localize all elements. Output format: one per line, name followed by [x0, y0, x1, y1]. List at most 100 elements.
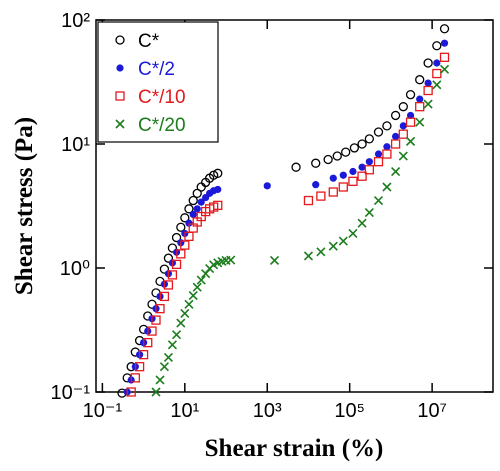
point: [176, 318, 186, 328]
point: [398, 129, 408, 139]
point: [188, 290, 198, 301]
point: [184, 299, 194, 309]
x-tick-label: 10⁷: [417, 400, 446, 422]
point: [357, 218, 367, 228]
point: [357, 139, 367, 149]
point: [338, 182, 348, 192]
point: [167, 270, 178, 280]
point: [391, 166, 401, 177]
y-tick-label: 10⁰: [60, 258, 90, 280]
point: [390, 139, 401, 149]
point: [424, 79, 432, 87]
point: [291, 162, 301, 172]
point: [126, 387, 136, 397]
x-tick-label: 10¹: [170, 400, 199, 422]
point: [398, 151, 408, 161]
point: [440, 39, 449, 47]
point: [213, 200, 223, 211]
point: [349, 167, 357, 176]
point: [214, 185, 222, 194]
point: [329, 174, 337, 182]
point: [373, 127, 384, 137]
point: [155, 304, 165, 314]
point: [405, 90, 416, 100]
point: [399, 122, 407, 130]
legend-label: C*/20: [138, 115, 186, 136]
x-tick-label: 10⁻¹: [83, 400, 123, 422]
point: [226, 255, 236, 265]
point: [151, 315, 161, 325]
point: [188, 195, 198, 206]
point: [348, 176, 358, 186]
point: [391, 132, 400, 141]
point: [349, 143, 360, 153]
point: [415, 75, 425, 85]
point: [416, 95, 424, 103]
point: [328, 241, 338, 251]
point: [364, 134, 374, 144]
point: [147, 326, 157, 336]
legend-label: C*/2: [138, 59, 175, 80]
point: [432, 41, 442, 51]
point: [364, 207, 374, 218]
x-tick-label: 10³: [253, 400, 282, 422]
point: [423, 85, 433, 96]
point: [185, 219, 193, 227]
point: [405, 117, 416, 127]
legend-marker: [115, 119, 125, 129]
point: [398, 102, 408, 112]
point: [373, 157, 384, 167]
point: [373, 195, 384, 206]
point: [138, 350, 149, 360]
point: [364, 165, 374, 175]
point: [213, 168, 223, 178]
legend-label: C*/10: [138, 87, 186, 108]
point: [167, 243, 178, 253]
point: [193, 205, 201, 213]
point: [316, 191, 326, 201]
legend-marker: [115, 35, 125, 45]
point: [383, 143, 391, 151]
point: [163, 352, 173, 363]
point: [348, 228, 358, 239]
point: [180, 213, 190, 223]
legend-marker: [116, 64, 124, 72]
point: [171, 330, 182, 340]
point: [323, 154, 333, 165]
y-axis-title: Shear stress (Pa): [11, 117, 38, 295]
point: [415, 117, 425, 127]
point: [196, 182, 206, 192]
y-tick-label: 10¹: [61, 134, 90, 156]
point: [180, 240, 190, 250]
y-tick-label: 10²: [61, 10, 90, 32]
point: [159, 291, 170, 302]
point: [439, 64, 450, 74]
point: [201, 269, 211, 279]
point: [338, 236, 348, 246]
legend-label: C*: [138, 31, 160, 52]
point: [406, 136, 416, 146]
plot-frame: [95, 19, 494, 393]
point: [192, 282, 202, 292]
point: [303, 251, 314, 261]
point: [432, 80, 442, 90]
point: [433, 59, 441, 67]
point: [415, 102, 425, 112]
point: [197, 198, 205, 206]
point: [382, 182, 392, 192]
point: [303, 195, 314, 206]
point: [180, 308, 190, 319]
point: [374, 150, 383, 158]
point: [316, 247, 326, 257]
point: [365, 158, 373, 166]
point: [332, 151, 342, 161]
point: [176, 249, 186, 259]
point: [263, 182, 271, 190]
point: [134, 362, 145, 372]
point: [341, 147, 351, 157]
point: [358, 163, 366, 171]
point: [159, 362, 169, 372]
point: [155, 375, 165, 385]
point: [143, 338, 153, 348]
